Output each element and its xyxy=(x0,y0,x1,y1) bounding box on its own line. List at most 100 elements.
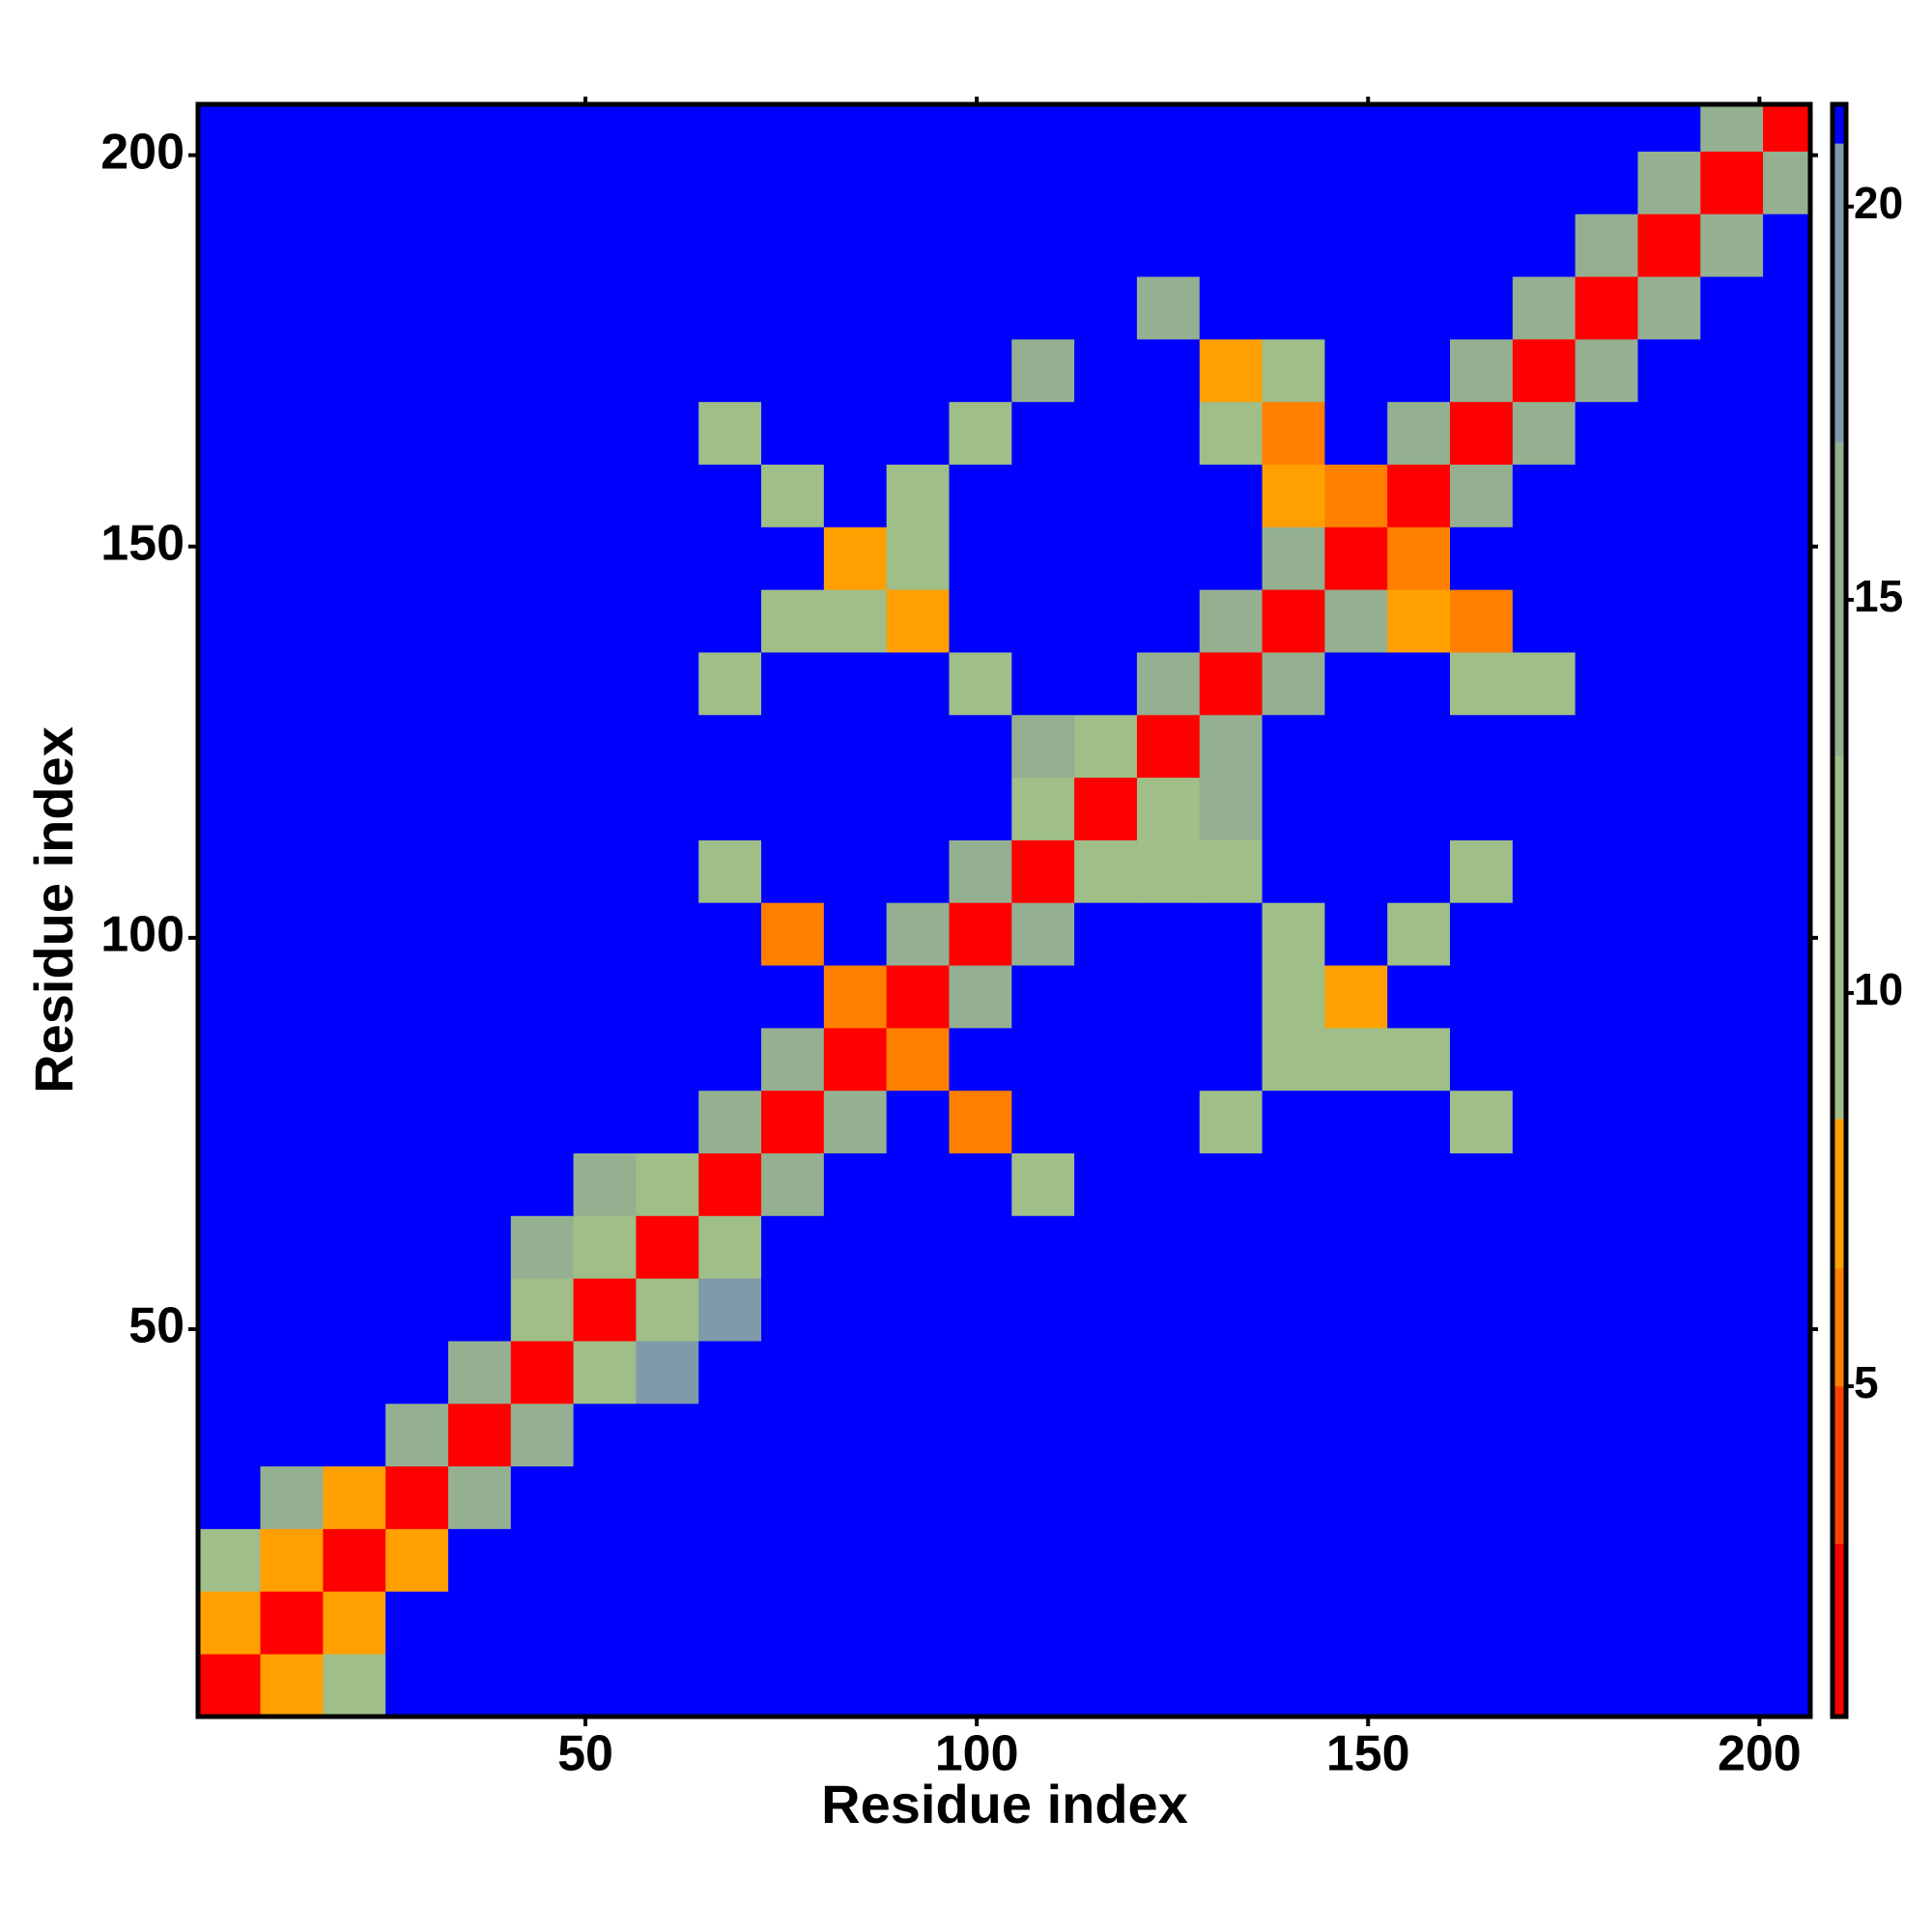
heatmap-cell xyxy=(197,651,262,716)
heatmap-cell xyxy=(1387,213,1451,277)
heatmap-cell xyxy=(323,1340,386,1405)
heatmap-cell xyxy=(949,151,1012,214)
heatmap-cell xyxy=(823,338,888,403)
heatmap-cell xyxy=(1637,1403,1701,1467)
heatmap-cell xyxy=(636,338,699,403)
heatmap-cell xyxy=(1199,651,1264,716)
heatmap-cell xyxy=(1074,777,1138,840)
heatmap-cell xyxy=(1450,213,1514,277)
heatmap-cell xyxy=(949,338,1012,403)
heatmap-cell xyxy=(1262,1403,1325,1467)
heatmap-cell xyxy=(323,464,386,527)
heatmap-cell xyxy=(823,1340,888,1405)
colorbar-segment xyxy=(1833,1119,1846,1268)
heatmap-cell xyxy=(260,213,324,277)
heatmap-cell xyxy=(1136,1403,1201,1467)
heatmap-cell xyxy=(510,1152,575,1216)
heatmap-cell xyxy=(1512,839,1577,903)
heatmap-cell xyxy=(1575,401,1639,465)
heatmap-cell xyxy=(573,401,638,465)
heatmap-cell xyxy=(447,1027,512,1092)
heatmap-cell xyxy=(1637,1152,1701,1216)
heatmap-cell xyxy=(1324,651,1388,716)
heatmap-cell xyxy=(1512,1152,1577,1216)
heatmap-cell xyxy=(1387,1528,1451,1592)
heatmap-cell xyxy=(1575,839,1639,903)
heatmap-cell xyxy=(1199,526,1264,590)
heatmap-cell xyxy=(1074,1465,1138,1529)
heatmap-cell xyxy=(698,1215,762,1279)
heatmap-cell xyxy=(636,714,699,779)
heatmap-cell xyxy=(1324,1528,1388,1592)
colorbar-segment xyxy=(1833,1386,1846,1544)
heatmap-cell xyxy=(949,1403,1012,1467)
heatmap-cell xyxy=(1763,589,1811,653)
colorbar-segment xyxy=(1833,143,1846,443)
heatmap-cell xyxy=(761,1215,825,1279)
heatmap-cell xyxy=(1450,1215,1514,1279)
heatmap-cell xyxy=(761,1403,825,1467)
heatmap-cell xyxy=(698,1528,762,1592)
heatmap-cell xyxy=(823,1403,888,1467)
heatmap-cell xyxy=(1763,464,1811,527)
heatmap-cell xyxy=(323,338,386,403)
heatmap-cell xyxy=(1700,1403,1764,1467)
heatmap-cell xyxy=(573,1090,638,1153)
heatmap-cell xyxy=(636,401,699,465)
heatmap-cell xyxy=(385,464,449,527)
heatmap-cell xyxy=(1637,1215,1701,1279)
x-tick-label: 200 xyxy=(1718,1726,1802,1782)
heatmap-cell xyxy=(949,1653,1012,1718)
heatmap-cell xyxy=(761,651,825,716)
heatmap-cell xyxy=(197,1215,262,1279)
heatmap-cell xyxy=(1450,777,1514,840)
heatmap-cell xyxy=(1199,401,1264,465)
heatmap-cell xyxy=(323,1591,386,1655)
heatmap-cell xyxy=(1763,1090,1811,1153)
heatmap-cell xyxy=(949,839,1012,903)
heatmap-cell xyxy=(573,902,638,966)
heatmap-cell xyxy=(1011,151,1075,214)
heatmap-cell xyxy=(886,1465,951,1529)
heatmap-cell xyxy=(197,1277,262,1342)
heatmap-cell xyxy=(323,589,386,653)
heatmap-cell xyxy=(636,964,699,1029)
heatmap-cell xyxy=(698,651,762,716)
heatmap-cell xyxy=(636,1027,699,1092)
heatmap-cell xyxy=(636,902,699,966)
heatmap-cell xyxy=(1324,1340,1388,1405)
heatmap-cell xyxy=(949,1465,1012,1529)
heatmap-cell xyxy=(949,275,1012,340)
heatmap-cell xyxy=(1450,839,1514,903)
heatmap-cell xyxy=(385,1403,449,1467)
heatmap-cell xyxy=(1763,275,1811,340)
heatmap-cell xyxy=(1387,1591,1451,1655)
heatmap-cell xyxy=(1011,839,1075,903)
heatmap-cell xyxy=(1199,1152,1264,1216)
heatmap-cell xyxy=(1387,1090,1451,1153)
heatmap-cell xyxy=(698,589,762,653)
heatmap-cell xyxy=(1763,213,1811,277)
heatmap-cell xyxy=(1074,1027,1138,1092)
heatmap-cell xyxy=(1136,1340,1201,1405)
heatmap-cell xyxy=(260,275,324,340)
heatmap-cell xyxy=(1450,275,1514,340)
heatmap-cell xyxy=(761,839,825,903)
heatmap-cell xyxy=(447,964,512,1029)
heatmap-cell xyxy=(1136,338,1201,403)
heatmap-cell xyxy=(1199,1653,1264,1718)
heatmap-cell xyxy=(761,1591,825,1655)
heatmap-cell xyxy=(1074,839,1138,903)
heatmap-cell xyxy=(1324,1591,1388,1655)
heatmap-cell xyxy=(197,1152,262,1216)
heatmap-cell xyxy=(573,1277,638,1342)
heatmap-cell xyxy=(1637,714,1701,779)
heatmap-cell xyxy=(949,714,1012,779)
heatmap-cell xyxy=(510,589,575,653)
heatmap-cell xyxy=(1136,1152,1201,1216)
heatmap-cell xyxy=(1575,1152,1639,1216)
heatmap-cell xyxy=(1637,1591,1701,1655)
heatmap-cell xyxy=(510,1277,575,1342)
heatmap-cell xyxy=(1637,1340,1701,1405)
heatmap-cell xyxy=(1763,1465,1811,1529)
